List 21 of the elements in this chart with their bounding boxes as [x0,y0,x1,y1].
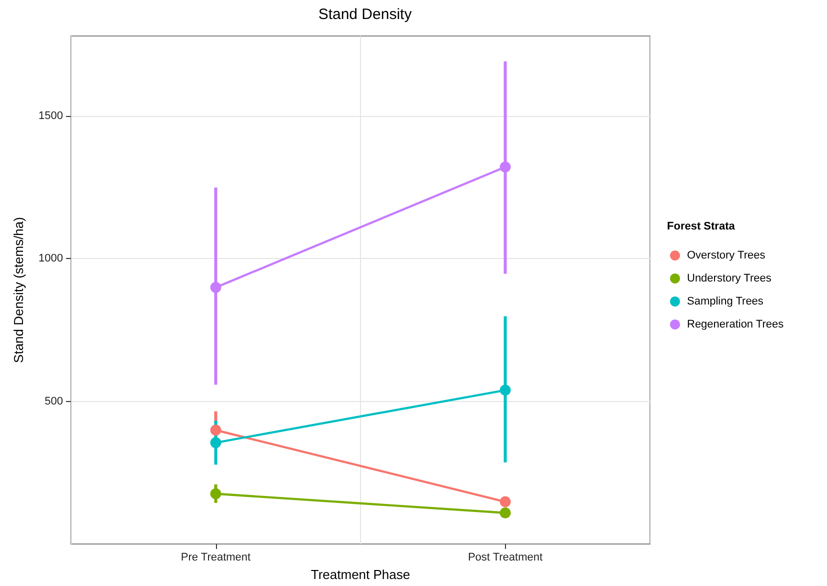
legend-title: Forest Strata [667,220,736,232]
y-axis-title: Stand Density (stems/ha) [11,217,26,363]
x-tick-label: Pre Treatment [180,552,251,564]
legend-label: Understory Trees [687,272,772,284]
y-tick-label: 1000 [38,252,63,265]
y-tick-label: 1500 [38,110,63,122]
point [210,424,222,436]
point [500,162,511,172]
x-tick-label: Post Treatment [468,552,543,564]
chart-title: Stand Density [318,6,412,23]
y-tick-label: 500 [44,395,63,408]
point [500,507,511,518]
point [210,282,222,293]
legend-label: Overstory Trees [687,250,766,262]
point [210,437,222,448]
legend-label: Regeneration Trees [687,318,784,330]
x-axis-title: Treatment Phase [310,567,410,582]
point [500,384,511,396]
legend-label: Sampling Trees [687,296,764,308]
point [210,488,222,500]
point [500,496,511,508]
